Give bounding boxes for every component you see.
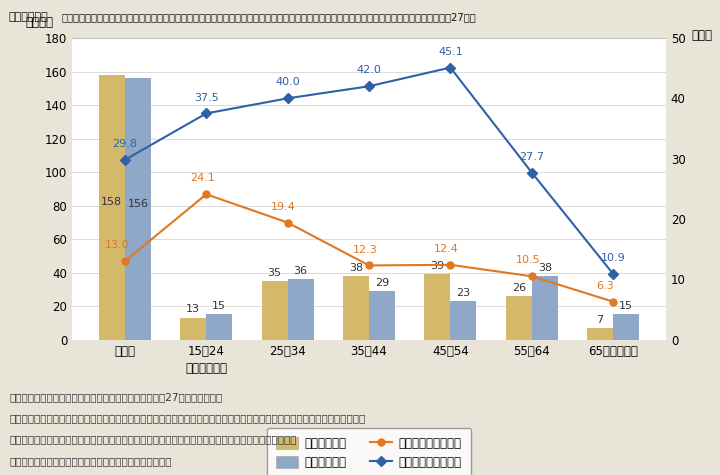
Text: 39: 39 xyxy=(431,261,444,271)
Text: 36: 36 xyxy=(294,266,307,276)
Text: 37.5: 37.5 xyxy=(194,93,219,103)
Text: 27.7: 27.7 xyxy=(519,152,544,162)
割合（女性，右軸） xyxy=(283,220,292,226)
Bar xyxy=(343,276,369,340)
Text: 158: 158 xyxy=(102,197,122,207)
Line: 割合（男性，右軸）: 割合（男性，右軸） xyxy=(122,64,616,277)
Y-axis label: （％）: （％） xyxy=(691,29,712,42)
割合（男性，右軸） xyxy=(446,65,455,70)
Text: （備考）１．総務省「労働力調査（詳細集計）」（平成27年）より作成。: （備考）１．総務省「労働力調査（詳細集計）」（平成27年）より作成。 xyxy=(9,392,222,402)
Text: いている主な理由が「正規の職員・従業員の仕事がないから」とする者の人数及び割合。: いている主な理由が「正規の職員・従業員の仕事がないから」とする者の人数及び割合。 xyxy=(9,435,297,445)
Bar xyxy=(99,75,125,340)
Text: 12.4: 12.4 xyxy=(434,244,459,254)
Text: 38: 38 xyxy=(349,263,363,273)
割合（女性，右軸） xyxy=(609,299,618,304)
Bar xyxy=(505,296,532,340)
割合（男性，右軸） xyxy=(528,170,536,175)
Bar xyxy=(369,291,395,340)
Line: 割合（女性，右軸）: 割合（女性，右軸） xyxy=(122,191,616,305)
Bar xyxy=(261,281,287,340)
割合（女性，右軸） xyxy=(528,274,536,279)
Text: 13.0: 13.0 xyxy=(104,240,129,250)
Text: 13: 13 xyxy=(186,304,200,314)
Text: 26: 26 xyxy=(512,283,526,293)
Bar xyxy=(587,328,613,340)
割合（女性，右軸） xyxy=(120,258,129,264)
割合（男性，右軸） xyxy=(120,157,129,163)
Bar xyxy=(451,301,477,340)
Legend: 人数（女性）, 人数（男性）, 割合（女性，右軸）, 割合（男性，右軸）: 人数（女性）, 人数（男性）, 割合（女性，右軸）, 割合（男性，右軸） xyxy=(267,428,471,475)
割合（男性，右軸） xyxy=(283,95,292,101)
割合（男性，右軸） xyxy=(365,84,374,89)
Bar xyxy=(287,279,314,340)
割合（女性，右軸） xyxy=(365,263,374,268)
Text: 12.3: 12.3 xyxy=(353,245,377,255)
割合（男性，右軸） xyxy=(202,111,210,116)
Text: ２．非正規の職員・従業員（現職の雇用形態についている理由が不明である者を除く。）のうち，現職の雇用形態につ: ２．非正規の職員・従業員（現職の雇用形態についている理由が不明である者を除く。）… xyxy=(9,413,366,423)
Bar xyxy=(180,318,206,340)
割合（女性，右軸） xyxy=(202,191,210,197)
Bar xyxy=(424,274,451,340)
割合（女性，右軸） xyxy=(446,262,455,268)
Text: ３．年齢計は，各年齢階級の合計人数及び割合。: ３．年齢計は，各年齢階級の合計人数及び割合。 xyxy=(9,456,172,466)
割合（男性，右軸） xyxy=(609,271,618,277)
Text: 29: 29 xyxy=(375,278,389,288)
Text: Ｉ－２－６図: Ｉ－２－６図 xyxy=(9,12,48,22)
Text: 15: 15 xyxy=(619,301,633,311)
Text: 10.9: 10.9 xyxy=(600,253,626,263)
Bar xyxy=(125,78,151,340)
Text: 29.8: 29.8 xyxy=(112,139,138,149)
Text: 15: 15 xyxy=(212,301,226,311)
Text: 19.4: 19.4 xyxy=(271,202,296,212)
Text: 45.1: 45.1 xyxy=(438,47,463,57)
Text: 6.3: 6.3 xyxy=(596,281,613,291)
Text: 7: 7 xyxy=(597,314,603,324)
Text: 10.5: 10.5 xyxy=(516,256,540,266)
Text: 35: 35 xyxy=(268,267,282,277)
Bar xyxy=(613,314,639,340)
Y-axis label: （万人）: （万人） xyxy=(25,16,53,29)
Text: 非正規雇用者のうち，現職の雇用形態についている主な理由が「正規の職員・従業員の仕事がないから」とする者の人数及び割合（男女別，平成27年）: 非正規雇用者のうち，現職の雇用形態についている主な理由が「正規の職員・従業員の仕… xyxy=(61,12,476,22)
Text: 156: 156 xyxy=(127,199,148,209)
Text: 40.0: 40.0 xyxy=(275,77,300,87)
Text: 38: 38 xyxy=(538,263,552,273)
Text: 23: 23 xyxy=(456,288,470,298)
Bar xyxy=(206,314,233,340)
Text: 42.0: 42.0 xyxy=(356,66,382,76)
Bar xyxy=(532,276,558,340)
Text: 24.1: 24.1 xyxy=(190,173,215,183)
